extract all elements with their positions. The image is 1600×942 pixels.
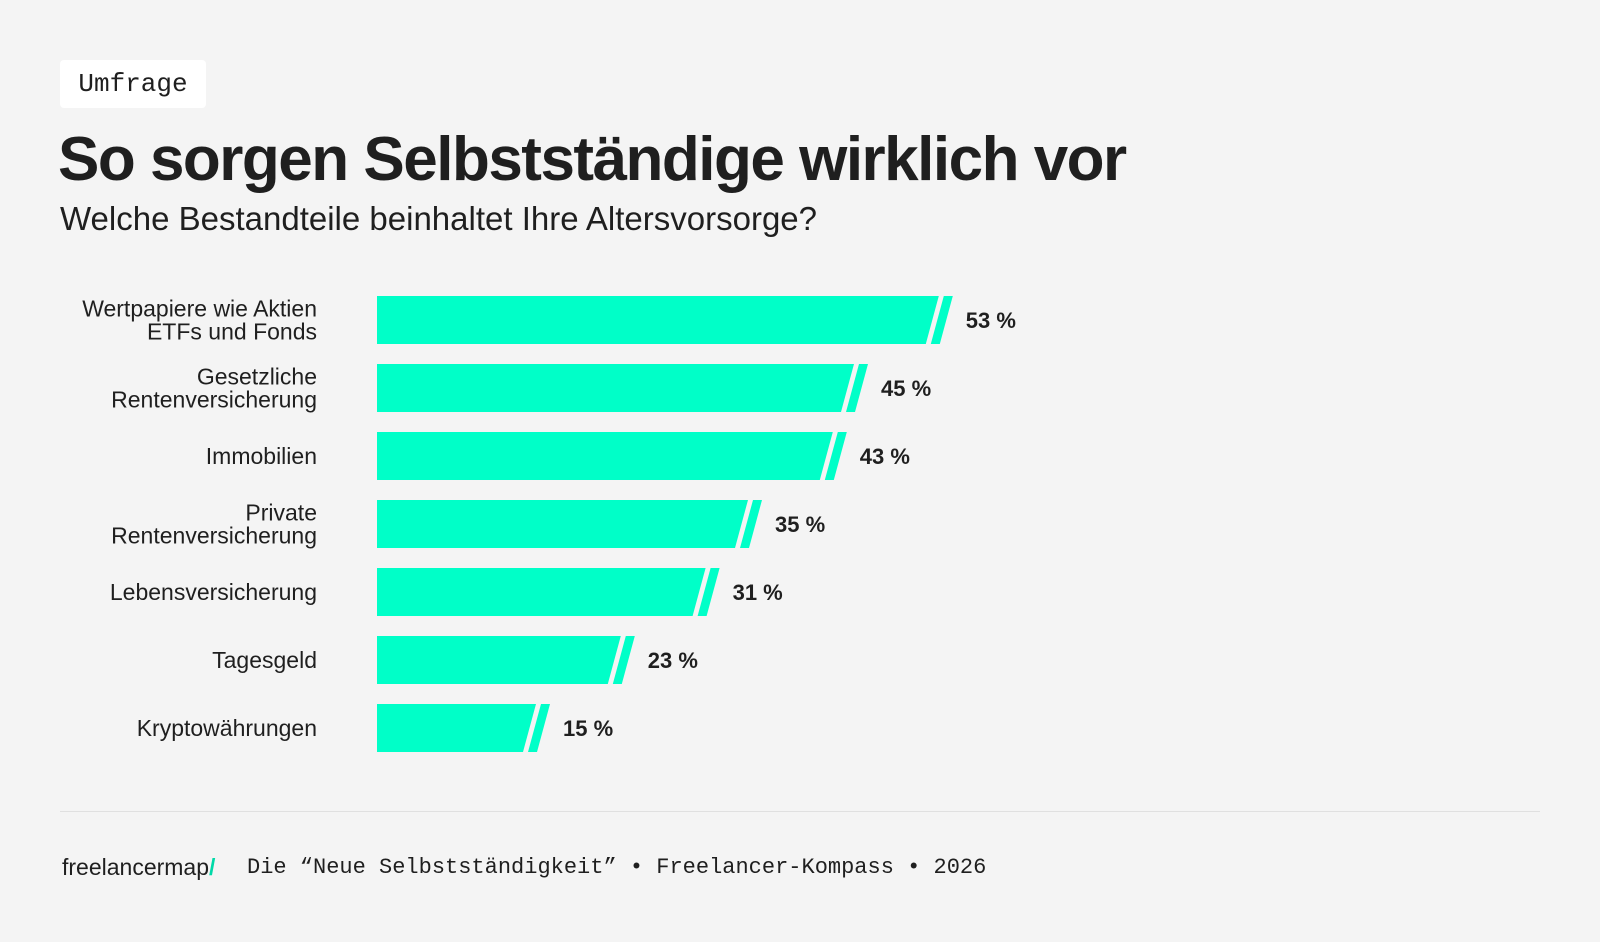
category-label-line: Tagesgeld [212, 647, 317, 673]
category-label-line: Rentenversicherung [111, 523, 317, 549]
bar-slash [612, 636, 635, 684]
bar [377, 432, 833, 480]
source-note: Die “Neue Selbstständigkeit” • Freelance… [247, 855, 987, 880]
logo-text: freelancermap [62, 854, 210, 880]
category-label: Lebensversicherung [110, 579, 317, 605]
value-label: 45 % [881, 376, 931, 401]
bar [377, 500, 748, 548]
bar-slash [846, 364, 868, 412]
category-label: Kryptowährungen [137, 715, 317, 741]
bar-slash [528, 704, 550, 752]
bar-slash [930, 296, 953, 344]
value-label: 15 % [563, 716, 613, 741]
bar [377, 636, 621, 684]
bar [377, 568, 706, 616]
category-label-line: Wertpapiere wie Aktien [82, 296, 317, 322]
category-label-line: Rentenversicherung [111, 387, 317, 413]
bar-slash [740, 500, 762, 548]
bar-chart: 53 % Wertpapiere wie Aktien ETFs und Fonds… [82, 296, 1016, 752]
bar [377, 296, 939, 344]
value-label: 53 % [966, 308, 1016, 333]
value-label: 43 % [860, 444, 910, 469]
category-label-line: Gesetzliche [197, 364, 317, 390]
category-label: Gesetzliche Rentenversicherung [111, 364, 317, 413]
chart-title: So sorgen Selbstständige wirklich vor [58, 125, 1127, 194]
category-label-line: Immobilien [206, 443, 317, 469]
category-label: Wertpapiere wie Aktien ETFs und Fonds [82, 296, 317, 345]
category-label-line: Private [245, 500, 317, 526]
category-label-line: ETFs und Fonds [147, 319, 317, 345]
value-label: 23 % [648, 648, 698, 673]
bar-slash [697, 568, 720, 616]
value-label: 35 % [775, 512, 825, 537]
category-label: Tagesgeld [212, 647, 317, 673]
category-label: Immobilien [206, 443, 317, 469]
bar-slash [824, 432, 847, 480]
category-label-line: Lebensversicherung [110, 579, 317, 605]
footer-divider [60, 811, 1540, 812]
category-label-line: Kryptowährungen [137, 715, 317, 741]
chart-subtitle: Welche Bestandteile beinhaltet Ihre Alte… [60, 200, 818, 237]
value-label: 31 % [733, 580, 783, 605]
bar [377, 704, 536, 752]
logo-slash: / [209, 854, 216, 880]
bar [377, 364, 854, 412]
survey-tag: Umfrage [60, 60, 206, 108]
category-label: Private Rentenversicherung [111, 500, 317, 549]
freelancermap-logo: freelancermap/ [62, 852, 215, 882]
